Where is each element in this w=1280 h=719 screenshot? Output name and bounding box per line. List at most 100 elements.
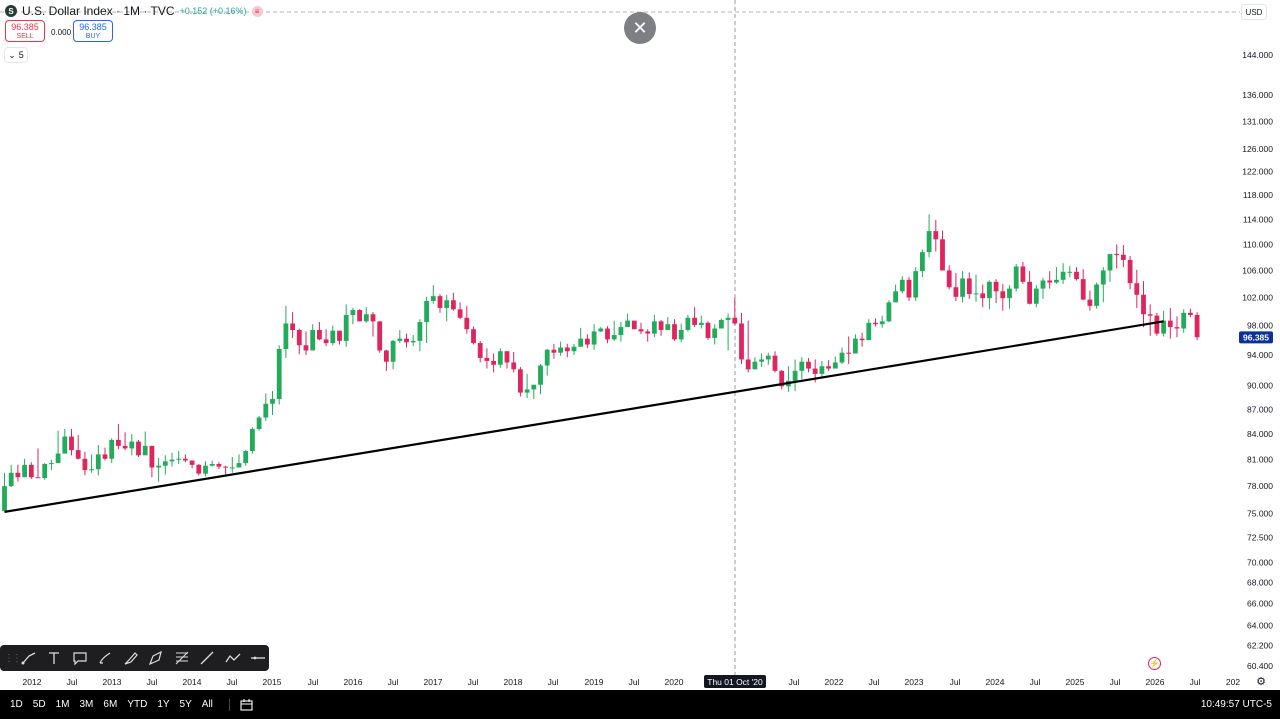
candle-body bbox=[370, 314, 376, 322]
candle-body bbox=[966, 278, 972, 295]
ray-icon[interactable] bbox=[197, 647, 219, 669]
x-tick-label: Jul bbox=[67, 677, 78, 687]
y-tick-label: 68.000 bbox=[1247, 578, 1273, 588]
candle-body bbox=[1000, 291, 1006, 299]
y-tick-label: 62.200 bbox=[1247, 640, 1273, 650]
candle-body bbox=[1080, 279, 1086, 300]
candle-body bbox=[129, 441, 135, 449]
x-tick-label: Jul bbox=[869, 677, 880, 687]
candle-body bbox=[89, 469, 94, 471]
range-ytd[interactable]: YTD bbox=[127, 699, 148, 710]
path-icon[interactable] bbox=[146, 647, 168, 669]
candle-body bbox=[189, 460, 195, 465]
candle-body bbox=[390, 340, 396, 362]
x-tick-label: 2020 bbox=[665, 677, 684, 687]
candle-body bbox=[122, 445, 128, 449]
x-tick-label: Jul bbox=[548, 677, 559, 687]
highlighter-icon[interactable] bbox=[120, 647, 142, 669]
candle-body bbox=[672, 324, 677, 340]
trendline[interactable] bbox=[4, 320, 1164, 513]
y-tick-label: 98.000 bbox=[1247, 321, 1273, 331]
range-6m[interactable]: 6M bbox=[103, 699, 118, 710]
candle-body bbox=[323, 339, 329, 344]
x-tick-label: 2026 bbox=[1146, 677, 1165, 687]
fib-retracement-icon[interactable] bbox=[171, 647, 193, 669]
candle-body bbox=[678, 329, 684, 340]
x-axis: 2012 Jul 2013 Jul 2014 Jul 2015 Jul 2016 Jul 2017 J… bbox=[23, 677, 1241, 687]
candle-body bbox=[1074, 271, 1079, 280]
text-icon[interactable] bbox=[44, 647, 66, 669]
brush-icon[interactable] bbox=[95, 647, 117, 669]
candle-body bbox=[652, 321, 657, 334]
drag-handle-icon[interactable]: ⋮⋮ bbox=[4, 652, 22, 664]
candle-body bbox=[203, 465, 208, 474]
candle-body bbox=[665, 324, 671, 330]
indicators-collapse-button[interactable]: ⌄ 5 bbox=[5, 48, 27, 62]
trend-line-icon[interactable] bbox=[18, 647, 40, 669]
horizontal-line-icon[interactable] bbox=[248, 647, 270, 669]
range-all[interactable]: All bbox=[201, 699, 213, 710]
spread-value: 0.000 bbox=[51, 28, 72, 37]
flash-icon[interactable]: ⚡ bbox=[1148, 657, 1161, 670]
candle-body bbox=[846, 352, 852, 354]
candle-body bbox=[444, 300, 450, 308]
candle-body bbox=[35, 477, 41, 479]
gear-icon[interactable]: ⚙ bbox=[1256, 675, 1266, 688]
callout-icon[interactable] bbox=[69, 647, 91, 669]
candle-body bbox=[1141, 294, 1146, 315]
candle-body bbox=[772, 355, 778, 371]
range-5d[interactable]: 5D bbox=[32, 699, 46, 710]
candle-body bbox=[611, 335, 617, 340]
x-tick-label: Jul bbox=[388, 677, 399, 687]
candle-body bbox=[317, 329, 322, 340]
candle-body bbox=[544, 349, 550, 366]
y-axis: 144.000 136.000 131.000 126.000 122.000 118.0… bbox=[1242, 50, 1273, 671]
candle-body bbox=[491, 360, 496, 365]
candle-body bbox=[920, 252, 925, 272]
candle-body bbox=[564, 347, 570, 352]
candle-body bbox=[290, 323, 295, 330]
close-button[interactable]: ✕ bbox=[624, 12, 656, 44]
polyline-icon[interactable] bbox=[222, 647, 244, 669]
x-tick-label: 2019 bbox=[585, 677, 604, 687]
x-tick-label: 2014 bbox=[183, 677, 202, 687]
candle-body bbox=[1107, 254, 1113, 271]
x-tick-label: 2018 bbox=[504, 677, 523, 687]
x-tick-label: Jul bbox=[308, 677, 319, 687]
symbol-title[interactable]: U.S. Dollar Index · 1M · TVC bbox=[22, 4, 175, 18]
candle-body bbox=[256, 417, 262, 430]
candle-body bbox=[471, 329, 476, 344]
candle-body bbox=[55, 453, 61, 464]
candle-body bbox=[95, 454, 101, 470]
range-1m[interactable]: 1M bbox=[55, 699, 70, 710]
candle-body bbox=[605, 328, 610, 340]
candle-body bbox=[973, 293, 979, 295]
calendar-icon[interactable] bbox=[228, 698, 253, 711]
candle-body bbox=[42, 463, 48, 479]
range-1d[interactable]: 1D bbox=[10, 699, 23, 710]
candle-body bbox=[739, 323, 744, 360]
crosshair-date-label: Thu 01 Oct '20 bbox=[704, 675, 766, 688]
candle-body bbox=[585, 338, 590, 345]
range-5y[interactable]: 5Y bbox=[179, 699, 192, 710]
y-tick-label: 94.000 bbox=[1247, 350, 1273, 360]
candle-body bbox=[518, 369, 523, 393]
x-tick-label: Jul bbox=[1190, 677, 1201, 687]
y-tick-label: 144.000 bbox=[1242, 50, 1273, 60]
clock[interactable]: 10:49:57 UTC-5 bbox=[1200, 699, 1272, 710]
symbol-logo-icon[interactable]: S bbox=[5, 5, 17, 17]
drawing-toolbar: ⋮⋮ bbox=[0, 645, 269, 671]
y-tick-label: 106.000 bbox=[1242, 265, 1273, 275]
x-tick-label: Jul bbox=[1030, 677, 1041, 687]
y-tick-label: 66.000 bbox=[1247, 599, 1273, 609]
candle-body bbox=[591, 331, 597, 345]
candle-body bbox=[8, 472, 14, 487]
range-3m[interactable]: 3M bbox=[79, 699, 94, 710]
range-1y[interactable]: 1Y bbox=[157, 699, 170, 710]
sell-button[interactable]: 96.385 SELL bbox=[5, 20, 45, 42]
currency-selector[interactable]: USD bbox=[1241, 4, 1267, 20]
buy-button[interactable]: 96.385 BUY bbox=[73, 20, 113, 42]
candle-body bbox=[598, 328, 604, 332]
equals-icon[interactable]: ≡ bbox=[251, 5, 263, 17]
